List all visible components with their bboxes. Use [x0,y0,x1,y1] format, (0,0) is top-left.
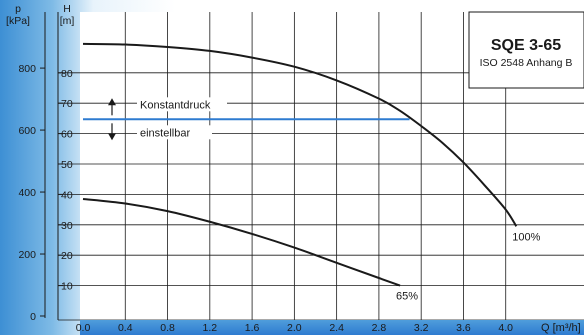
x-tick-label: 0.4 [118,322,133,334]
reference-line-group: Konstantdruck einstellbar [83,97,410,141]
h-tick-label: 30 [61,220,73,232]
series-line-reduced [82,197,401,287]
label-bottom-bg [137,125,212,140]
x-tick-label: 2.8 [372,322,387,334]
p-tick-label: 800 [18,63,36,75]
h-label-unit: [m] [60,15,75,27]
x-tick-label: 2.0 [287,322,302,334]
x-tick-label: 4.0 [498,322,513,334]
x-tick-label: 0.8 [160,322,175,334]
h-tick-label: 80 [61,68,73,80]
x-tick-label: 3.6 [456,322,471,334]
h-tick-label: 40 [61,189,73,201]
h-tick-label: 10 [61,281,73,293]
x-tick-label: 2.4 [329,322,344,334]
series-label: 100% [512,231,540,243]
label-top-bg [137,97,227,112]
p-tick-label: 600 [18,125,36,137]
x-tick-label: 1.2 [203,322,218,334]
p-tick-label: 400 [18,187,36,199]
h-tick-label: 70 [61,98,73,110]
reference-label-bottom: einstellbar [140,127,190,139]
series: 100% 65% [82,42,541,303]
p-ticks: 0 200 400 600 800 [18,63,45,323]
chart-title: SQE 3-65 [491,37,561,54]
x-axis-band [80,320,584,335]
h-tick-label: 20 [61,250,73,262]
arrow-up-icon [108,98,116,106]
x-tick-label: 0.0 [76,322,91,334]
series-label: 65% [396,291,418,303]
title-box [468,11,584,89]
reference-label-top: Konstantdruck [140,99,211,111]
x-ticks: 0.0 0.4 0.8 1.2 1.6 2.0 2.4 2.8 3.2 3.6 4.0 [76,322,513,334]
h-tick-label: 50 [61,159,73,171]
x-tick-label: 3.2 [414,322,429,334]
h-ticks: 10 20 30 40 50 60 70 80 [58,68,73,293]
p-label-symbol: p [15,3,21,15]
series-line-full [82,42,518,227]
p-label-unit: [kPa] [6,15,30,27]
h-tick-label: 60 [61,129,73,141]
p-tick-label: 0 [30,311,36,323]
x-axis-label: Q [m³/h] [541,322,581,334]
p-tick-label: 200 [18,249,36,261]
arrow-down-icon [108,133,116,141]
x-tick-label: 1.6 [245,322,260,334]
h-label-symbol: H [63,3,71,15]
chart-subtitle: ISO 2548 Anhang B [480,57,573,69]
